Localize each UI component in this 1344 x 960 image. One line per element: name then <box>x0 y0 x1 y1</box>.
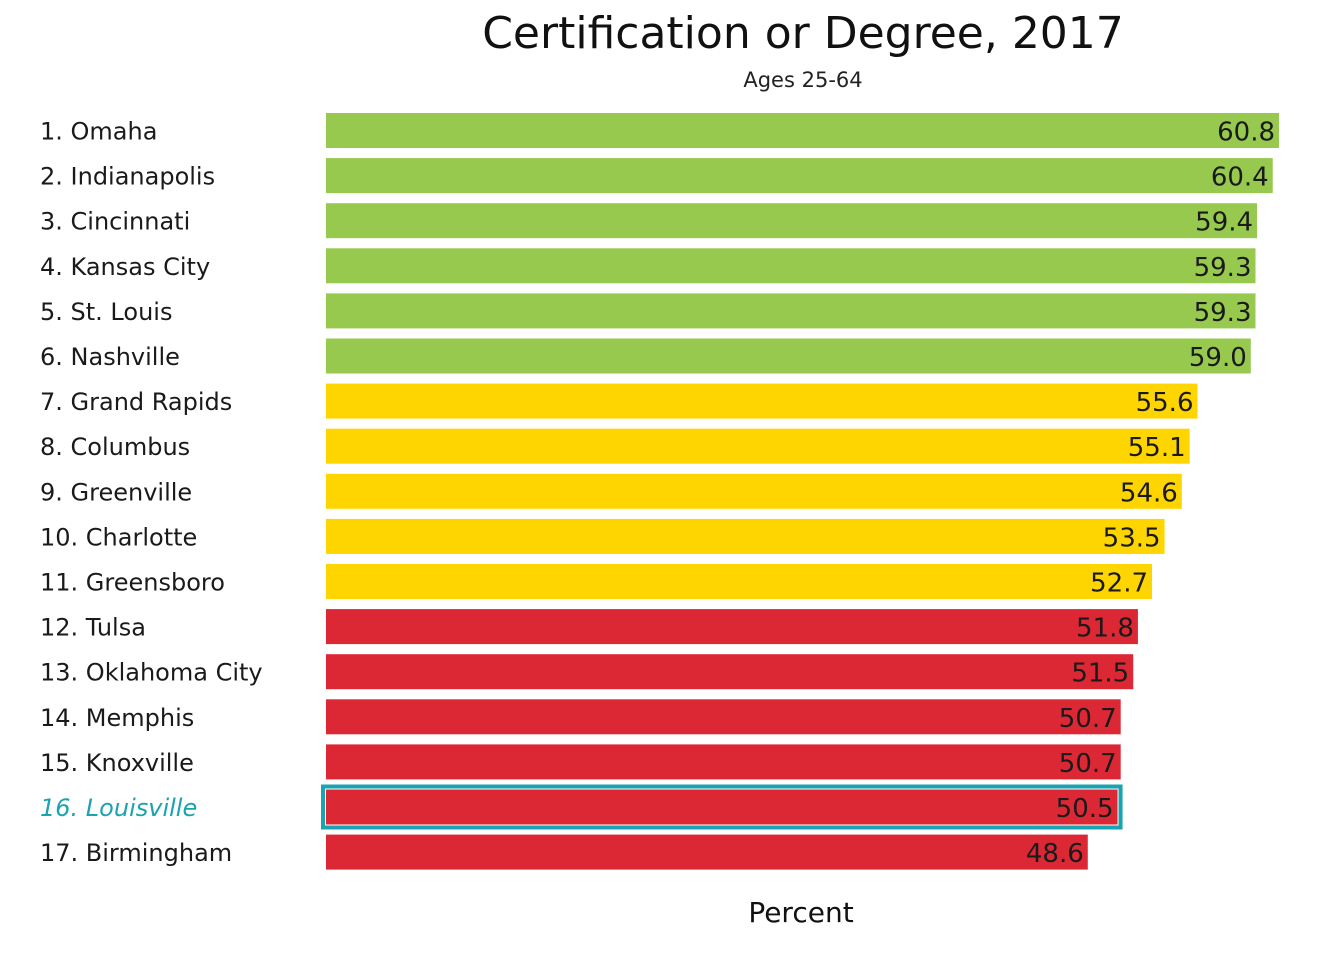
chart-title: Certification or Degree, 2017 <box>482 8 1124 59</box>
category-label: 10. Charlotte <box>40 523 197 551</box>
bar <box>326 654 1134 690</box>
highlight-outline <box>321 784 1123 830</box>
x-axis-label: Percent <box>748 896 853 929</box>
value-label: 51.8 <box>1076 614 1134 644</box>
value-label: 60.8 <box>1217 118 1275 148</box>
value-label: 48.6 <box>1026 839 1084 869</box>
value-labels: 60.8 60.4 59.4 59.3 59.3 59.0 55.6 55.1 54.6 53.5… <box>1026 118 1275 870</box>
value-label: 59.3 <box>1194 298 1252 328</box>
value-label: 59.4 <box>1195 208 1253 238</box>
value-label: 55.6 <box>1136 388 1194 418</box>
category-labels: 1. Omaha 2. Indianapolis 3. Cincinnati 4. K… <box>40 118 263 868</box>
category-label: 16. Louisville <box>40 794 197 822</box>
bar <box>326 744 1121 780</box>
bar <box>326 293 1256 329</box>
value-label: 53.5 <box>1103 523 1161 553</box>
bar <box>326 248 1256 284</box>
value-label: 52.7 <box>1090 569 1148 599</box>
value-label: 59.3 <box>1194 253 1252 283</box>
bar <box>326 383 1198 419</box>
category-label: 15. Knoxville <box>40 749 194 777</box>
bar <box>326 428 1190 464</box>
value-label: 60.4 <box>1211 163 1269 193</box>
category-label: 17. Birmingham <box>40 839 232 867</box>
value-label: 50.5 <box>1056 794 1114 824</box>
value-label: 54.6 <box>1120 478 1178 508</box>
category-label: 3. Cincinnati <box>40 208 190 236</box>
category-label: 8. Columbus <box>40 433 190 461</box>
bar <box>326 564 1153 599</box>
category-label: 14. Memphis <box>40 704 194 732</box>
category-label: 4. Kansas City <box>40 253 210 281</box>
bar <box>326 518 1165 554</box>
category-label: 5. St. Louis <box>40 298 172 326</box>
bar <box>326 473 1182 509</box>
bar <box>326 158 1273 194</box>
chart-subtitle: Ages 25-64 <box>743 68 862 92</box>
category-label: 13. Oklahoma City <box>40 659 263 687</box>
category-label: 11. Greensboro <box>40 569 225 597</box>
bar <box>326 113 1279 148</box>
value-label: 50.7 <box>1059 749 1117 779</box>
value-label: 59.0 <box>1189 343 1247 373</box>
category-label: 2. Indianapolis <box>40 163 215 191</box>
bar <box>326 834 1088 870</box>
category-label: 1. Omaha <box>40 118 157 146</box>
value-label: 51.5 <box>1071 659 1129 689</box>
value-label: 55.1 <box>1128 433 1186 463</box>
bar <box>326 609 1138 645</box>
category-label: 7. Grand Rapids <box>40 388 232 416</box>
bar <box>326 699 1121 735</box>
bar <box>326 338 1251 374</box>
bar <box>326 203 1258 239</box>
category-label: 6. Nashville <box>40 343 180 371</box>
category-label: 9. Greenville <box>40 478 192 506</box>
bars <box>321 113 1279 870</box>
category-label: 12. Tulsa <box>40 614 146 642</box>
bar <box>326 789 1118 825</box>
value-label: 50.7 <box>1059 704 1117 734</box>
